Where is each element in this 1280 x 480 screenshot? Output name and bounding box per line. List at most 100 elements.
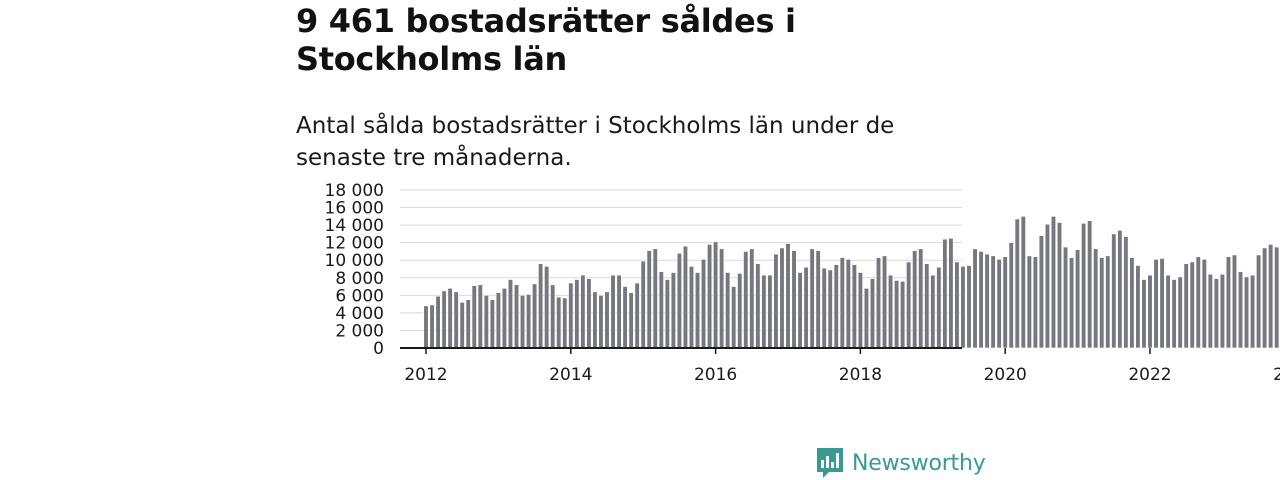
bar (676, 252, 682, 349)
bar (592, 291, 598, 349)
x-axis: 20122014201620182020202220242026 (400, 347, 1280, 385)
y-tick-label: 6 000 (335, 286, 384, 306)
bar (749, 248, 755, 349)
y-tick-label: 10 000 (325, 251, 384, 271)
bar (809, 248, 815, 349)
bar (610, 274, 616, 349)
bar (803, 266, 809, 349)
bar (827, 269, 833, 349)
bar (881, 255, 888, 349)
bar (791, 250, 797, 349)
bar (652, 248, 658, 349)
bar (707, 244, 713, 349)
bar (906, 261, 912, 349)
bar (538, 263, 544, 349)
bar (1189, 261, 1195, 349)
bar (664, 279, 670, 349)
bar (1056, 222, 1063, 349)
bar (1250, 274, 1256, 349)
bar (1008, 242, 1014, 349)
x-tick-label: 2022 (1128, 365, 1171, 385)
x-tick-label: 2024 (1273, 365, 1280, 385)
bar (435, 295, 441, 349)
bar (972, 248, 978, 349)
bar (1050, 216, 1057, 349)
bar (900, 280, 906, 349)
bar (960, 266, 966, 349)
bar (851, 264, 857, 349)
x-tick-label: 2020 (984, 365, 1027, 385)
bar (441, 290, 447, 349)
bar (1014, 218, 1020, 349)
bar (821, 267, 827, 349)
bar (1207, 273, 1213, 349)
bar (682, 245, 688, 349)
bar (519, 295, 526, 349)
bar (1123, 236, 1129, 349)
bar (1020, 216, 1026, 349)
bar (562, 297, 568, 349)
bar (1038, 235, 1044, 349)
bar (1087, 220, 1093, 349)
bar (833, 264, 839, 349)
bar (1062, 246, 1069, 349)
bar (447, 288, 453, 349)
bar (628, 292, 634, 349)
bar (526, 294, 532, 349)
bar (894, 280, 900, 349)
bar (948, 237, 954, 349)
bar (1002, 256, 1008, 349)
bar (556, 296, 562, 349)
y-tick-label: 0 (373, 339, 384, 359)
bar (568, 282, 574, 349)
bar (918, 248, 924, 349)
bar (725, 272, 731, 349)
bar (785, 243, 791, 349)
bar (1093, 248, 1099, 349)
bar (1243, 276, 1250, 349)
bar (888, 274, 894, 349)
bar (857, 272, 863, 349)
bar (767, 274, 773, 349)
bar (640, 260, 646, 349)
bar (1069, 257, 1075, 349)
bar (483, 295, 489, 349)
chart-subtitle: Antal sålda bostadsrätter i Stockholms l… (296, 113, 895, 171)
bar (1231, 254, 1238, 349)
bar (622, 286, 628, 349)
bar (978, 251, 984, 349)
bar (1147, 274, 1153, 349)
bar (1256, 254, 1262, 349)
bar (1165, 274, 1171, 349)
bar (544, 266, 550, 349)
bar (839, 257, 845, 349)
bar (942, 238, 948, 349)
bar (688, 266, 695, 349)
bar (1129, 257, 1135, 349)
y-tick-label: 16 000 (325, 199, 384, 219)
bar (797, 272, 803, 349)
bar (670, 272, 676, 349)
bar (489, 299, 495, 349)
bar (912, 250, 918, 349)
bar (990, 255, 996, 349)
bar (580, 274, 586, 349)
bar (1111, 233, 1117, 349)
newsworthy-logo-icon (817, 448, 843, 478)
bar (550, 284, 556, 349)
bar (1159, 258, 1165, 349)
bar (532, 283, 538, 349)
bars (423, 216, 1280, 349)
bar (773, 253, 779, 349)
bar (1032, 256, 1038, 349)
bar (574, 279, 580, 349)
newsworthy-logo: Newsworthy (815, 446, 986, 480)
bar (815, 250, 821, 349)
bar (1195, 256, 1201, 349)
bar (1268, 244, 1274, 349)
bar (646, 250, 652, 349)
bar (453, 291, 459, 349)
bar (1099, 257, 1105, 349)
